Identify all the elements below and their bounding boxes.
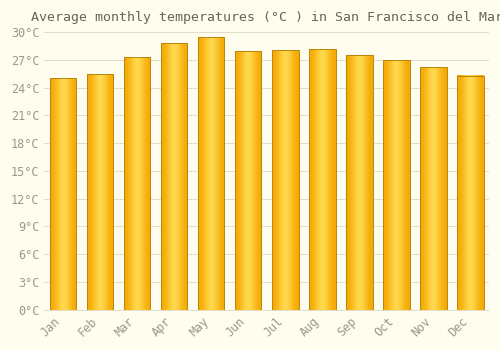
Bar <box>383 60 409 310</box>
Bar <box>235 51 262 310</box>
Bar <box>272 50 298 310</box>
Bar <box>124 57 150 310</box>
Bar <box>457 76 483 310</box>
Bar <box>50 78 76 310</box>
Bar <box>198 37 224 310</box>
Bar <box>420 67 446 310</box>
Bar <box>309 49 336 310</box>
Bar <box>161 43 188 310</box>
Title: Average monthly temperatures (°C ) in San Francisco del Mar: Average monthly temperatures (°C ) in Sa… <box>30 11 500 24</box>
Bar <box>86 74 114 310</box>
Bar <box>346 55 372 310</box>
